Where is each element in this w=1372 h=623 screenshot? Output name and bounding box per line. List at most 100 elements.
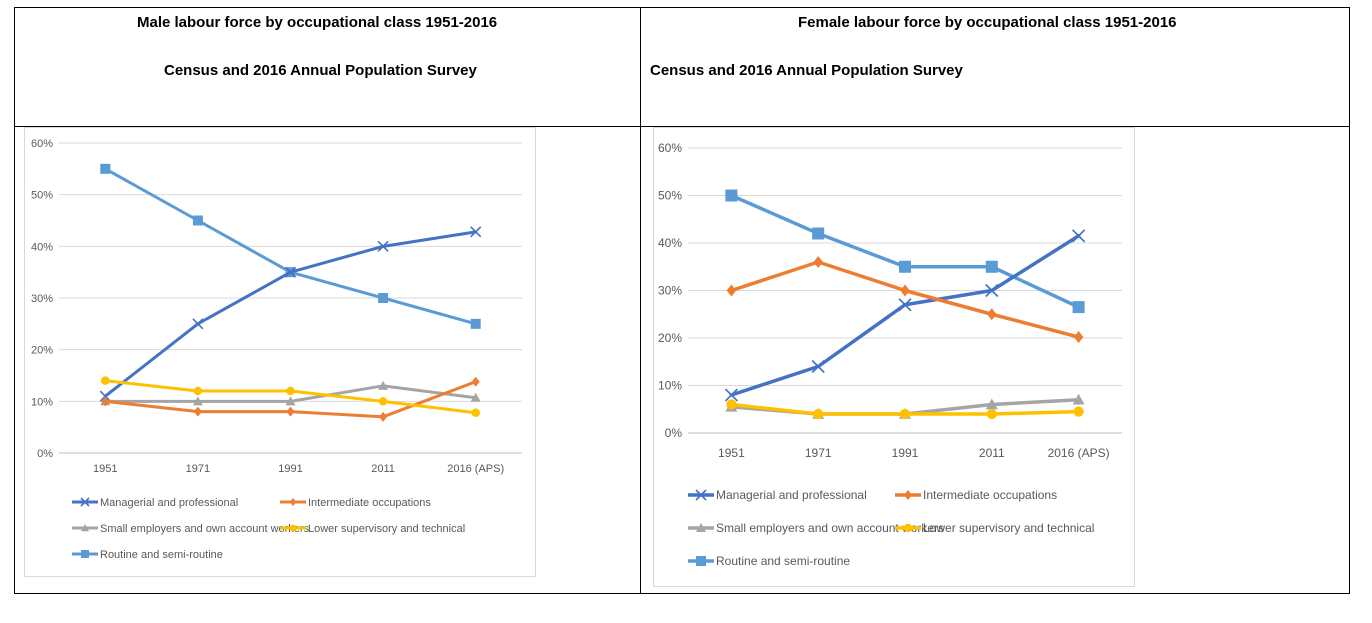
female-chart-subtitle: Census and 2016 Annual Population Survey: [650, 62, 963, 79]
legend-item: Routine and semi-routine: [688, 554, 850, 568]
data-point: [726, 399, 737, 410]
y-tick-label: 60%: [31, 138, 53, 150]
x-tick-label: 1951: [718, 446, 745, 460]
x-tick-label: 2011: [371, 463, 395, 475]
legend-item: Intermediate occupations: [895, 488, 1057, 502]
data-point: [378, 397, 388, 406]
legend-label: Small employers and own account workers: [100, 523, 310, 535]
data-point: [192, 396, 203, 406]
legend-marker: [289, 524, 297, 532]
data-point: [471, 376, 480, 387]
data-point: [811, 359, 825, 374]
female-labour-chart: 0% 10% 20% 30% 40% 50% 60% 1951 1971 1991 2011 2016…: [653, 127, 1135, 587]
data-point: [286, 406, 295, 417]
male-chart-subtitle: Census and 2016 Annual Population Survey: [164, 62, 477, 79]
x-tick-label: 2011: [979, 446, 1005, 460]
legend-label: Intermediate occupations: [923, 488, 1057, 502]
y-tick-label: 10%: [31, 396, 53, 408]
data-point: [898, 298, 912, 312]
legend-label: Routine and semi-routine: [100, 549, 223, 561]
legend-marker: [81, 550, 89, 558]
y-tick-label: 40%: [658, 236, 682, 250]
data-point: [1073, 331, 1084, 344]
data-point: [470, 226, 482, 238]
data-point: [286, 386, 295, 396]
y-tick-label: 30%: [31, 293, 53, 305]
data-point: [379, 411, 388, 422]
data-point: [378, 380, 389, 390]
table-row-divider: [15, 126, 1349, 127]
male-labour-chart: 0% 10% 20% 30% 40% 50% 60% 1951 1971 1991 2011 2016…: [24, 127, 536, 577]
x-tick-label: 1971: [805, 446, 832, 460]
data-point: [813, 408, 824, 420]
legend-marker: [696, 523, 706, 532]
legend-marker: [289, 498, 297, 506]
legend-label: Intermediate occupations: [308, 497, 431, 509]
data-point: [1072, 301, 1085, 314]
x-tick-label: 2016 (APS): [447, 463, 504, 475]
x-tick-label: 2016 (APS): [1048, 446, 1110, 460]
legend-label: Managerial and professional: [100, 497, 238, 509]
x-tick-label: 1991: [278, 463, 302, 475]
chart-area-border: [24, 127, 536, 577]
legend-item: Small employers and own account workers: [72, 523, 310, 535]
data-point: [726, 284, 737, 297]
legend-marker: [695, 489, 707, 501]
legend-marker: [81, 524, 89, 532]
male-chart-title: Male labour force by occupational class …: [137, 14, 498, 31]
legend-marker: [80, 497, 90, 507]
legend-item: Managerial and professional: [72, 497, 238, 509]
legend-label: Lower supervisory and technical: [923, 521, 1094, 535]
legend-item: Intermediate occupations: [280, 497, 431, 509]
data-point: [1072, 393, 1085, 405]
y-tick-label: 50%: [31, 190, 53, 202]
data-point: [470, 318, 481, 329]
data-point: [1073, 406, 1084, 417]
data-point: [192, 318, 204, 330]
legend-label: Lower supervisory and technical: [308, 523, 465, 535]
table-column-divider: [640, 8, 641, 593]
legend-label: Managerial and professional: [716, 488, 867, 502]
y-tick-label: 10%: [658, 379, 682, 393]
data-point: [192, 215, 203, 226]
data-point: [899, 408, 911, 420]
data-point: [1072, 229, 1086, 243]
x-tick-label: 1971: [186, 463, 210, 475]
data-point: [99, 390, 111, 402]
legend-item: Managerial and professional: [688, 488, 867, 502]
data-point: [471, 408, 480, 417]
y-tick-label: 0%: [665, 426, 683, 440]
y-tick-label: 20%: [31, 345, 53, 357]
data-point: [470, 392, 481, 402]
female-chart-title: Female labour force by occupational clas…: [798, 14, 1177, 31]
legend-label: Small employers and own account workers: [716, 521, 944, 535]
data-point: [985, 260, 998, 273]
legend-label: Routine and semi-routine: [716, 554, 850, 568]
data-point: [724, 388, 738, 402]
data-point: [378, 293, 389, 303]
y-tick-label: 0%: [37, 448, 53, 460]
data-point: [987, 308, 997, 321]
male-chart-header: Male labour force by occupational class …: [15, 8, 640, 126]
y-tick-label: 20%: [658, 331, 682, 345]
data-point: [986, 408, 997, 420]
y-tick-label: 30%: [658, 284, 682, 298]
data-point: [100, 163, 111, 174]
legend-marker: [903, 523, 913, 533]
data-point: [812, 227, 825, 240]
chart-area-border: [653, 127, 1135, 587]
data-point: [813, 256, 823, 268]
x-tick-label: 1951: [93, 463, 117, 475]
data-point: [377, 240, 389, 252]
data-point: [285, 396, 296, 406]
data-point: [725, 189, 738, 202]
y-tick-label: 50%: [658, 189, 682, 203]
legend-item: Lower supervisory and technical: [895, 521, 1094, 535]
legend-item: Routine and semi-routine: [72, 549, 223, 561]
legend-item: Small employers and own account workers: [688, 521, 944, 535]
female-chart-header: Female labour force by occupational clas…: [641, 8, 1351, 126]
x-tick-label: 1991: [892, 446, 919, 460]
data-point: [101, 396, 110, 407]
data-point: [193, 406, 202, 417]
y-tick-label: 60%: [658, 141, 682, 155]
